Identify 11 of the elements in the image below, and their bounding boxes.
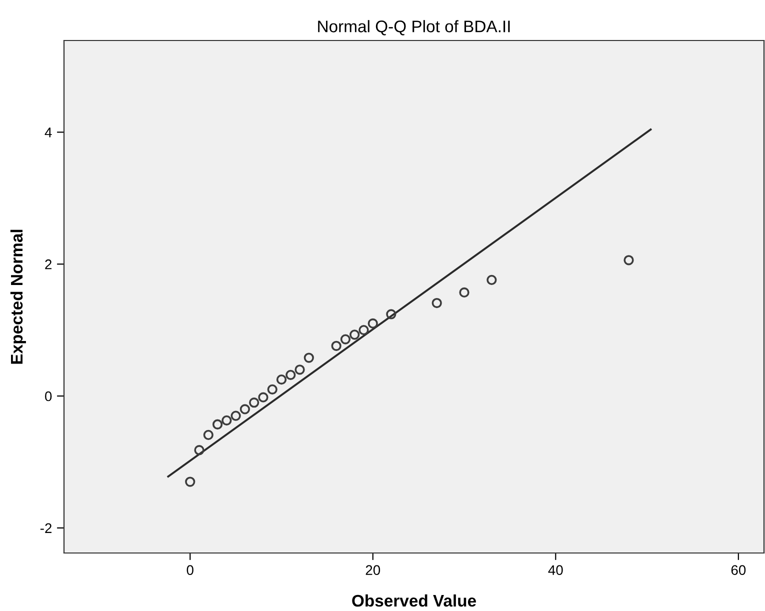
chart-title: Normal Q-Q Plot of BDA.II [318, 20, 510, 36]
y-tick-label: -2 [40, 523, 52, 533]
y-axis-title: Expected Normal [10, 230, 26, 364]
x-tick-label: 40 [548, 565, 563, 576]
y-tick-label: 4 [44, 128, 52, 138]
y-tick-label: 2 [45, 259, 52, 270]
x-tick-label: 20 [366, 565, 380, 576]
y-tick-label: 0 [45, 391, 52, 402]
x-tick-label: 60 [731, 565, 746, 576]
x-tick-label: 0 [186, 565, 194, 576]
x-axis-title: Observed Value [352, 594, 476, 607]
